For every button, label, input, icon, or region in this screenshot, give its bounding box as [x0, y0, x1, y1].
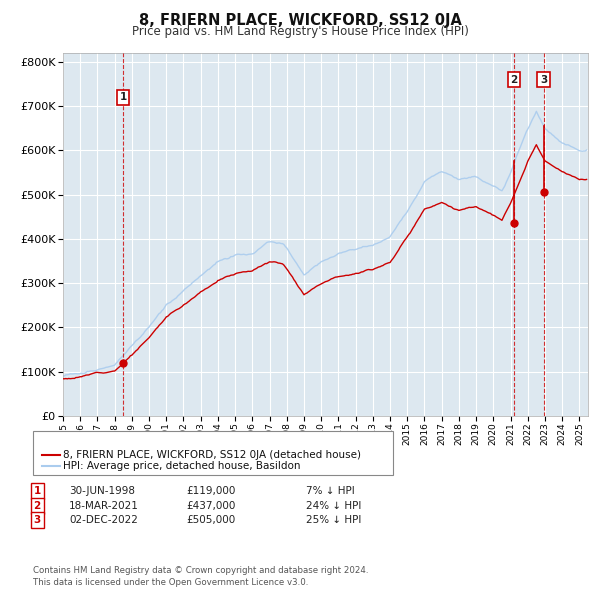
Text: Contains HM Land Registry data © Crown copyright and database right 2024.
This d: Contains HM Land Registry data © Crown c…: [33, 566, 368, 587]
Text: 3: 3: [34, 516, 41, 525]
Text: 02-DEC-2022: 02-DEC-2022: [69, 516, 138, 525]
Text: 24% ↓ HPI: 24% ↓ HPI: [306, 501, 361, 510]
Text: 8, FRIERN PLACE, WICKFORD, SS12 0JA: 8, FRIERN PLACE, WICKFORD, SS12 0JA: [139, 13, 461, 28]
Text: 18-MAR-2021: 18-MAR-2021: [69, 501, 139, 510]
Text: 2: 2: [511, 75, 518, 84]
Text: 8, FRIERN PLACE, WICKFORD, SS12 0JA (detached house): 8, FRIERN PLACE, WICKFORD, SS12 0JA (det…: [63, 451, 361, 460]
Text: 1: 1: [34, 486, 41, 496]
Text: 30-JUN-1998: 30-JUN-1998: [69, 486, 135, 496]
Text: 2: 2: [34, 501, 41, 510]
Text: £437,000: £437,000: [186, 501, 235, 510]
Text: 1: 1: [119, 93, 127, 102]
Text: HPI: Average price, detached house, Basildon: HPI: Average price, detached house, Basi…: [63, 461, 301, 471]
Text: 3: 3: [540, 75, 547, 84]
Text: 7% ↓ HPI: 7% ↓ HPI: [306, 486, 355, 496]
Text: Price paid vs. HM Land Registry's House Price Index (HPI): Price paid vs. HM Land Registry's House …: [131, 25, 469, 38]
Text: 25% ↓ HPI: 25% ↓ HPI: [306, 516, 361, 525]
Text: £119,000: £119,000: [186, 486, 235, 496]
Text: £505,000: £505,000: [186, 516, 235, 525]
